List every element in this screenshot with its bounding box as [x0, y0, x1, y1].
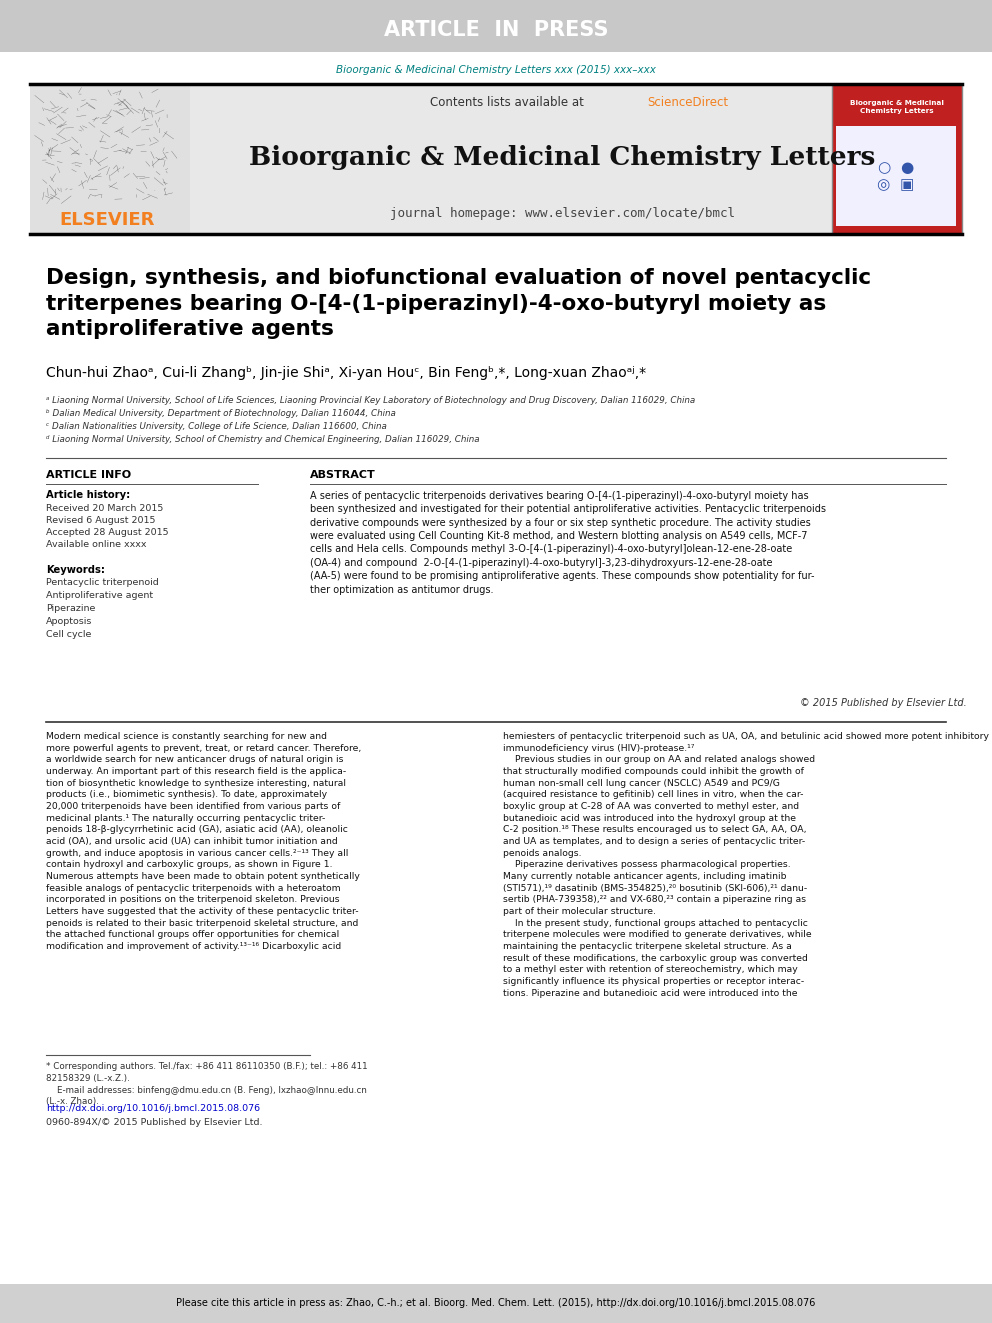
Text: Antiproliferative agent: Antiproliferative agent — [46, 591, 153, 601]
Text: ScienceDirect: ScienceDirect — [647, 97, 728, 110]
FancyBboxPatch shape — [30, 83, 962, 234]
Text: ᶜ Dalian Nationalities University, College of Life Science, Dalian 116600, China: ᶜ Dalian Nationalities University, Colle… — [46, 422, 387, 431]
Text: Cell cycle: Cell cycle — [46, 630, 91, 639]
Text: ○  ●
◎  ▣: ○ ● ◎ ▣ — [877, 160, 915, 192]
Text: ᵈ Liaoning Normal University, School of Chemistry and Chemical Engineering, Dali: ᵈ Liaoning Normal University, School of … — [46, 435, 479, 445]
Text: © 2015 Published by Elsevier Ltd.: © 2015 Published by Elsevier Ltd. — [800, 699, 967, 708]
FancyBboxPatch shape — [30, 83, 190, 234]
FancyBboxPatch shape — [836, 126, 956, 226]
Text: A series of pentacyclic triterpenoids derivatives bearing O-[4-(1-piperazinyl)-4: A series of pentacyclic triterpenoids de… — [310, 491, 826, 594]
Text: ᵇ Dalian Medical University, Department of Biotechnology, Dalian 116044, China: ᵇ Dalian Medical University, Department … — [46, 409, 396, 418]
Text: Modern medical science is constantly searching for new and
more powerful agents : Modern medical science is constantly sea… — [46, 732, 361, 951]
Text: Bioorganic & Medicinal Chemistry Letters xxx (2015) xxx–xxx: Bioorganic & Medicinal Chemistry Letters… — [336, 65, 656, 75]
Text: Accepted 28 August 2015: Accepted 28 August 2015 — [46, 528, 169, 537]
Text: Bioorganic & Medicinal
Chemistry Letters: Bioorganic & Medicinal Chemistry Letters — [850, 101, 944, 114]
Text: Received 20 March 2015: Received 20 March 2015 — [46, 504, 164, 513]
Text: Design, synthesis, and biofunctional evaluation of novel pentacyclic
triterpenes: Design, synthesis, and biofunctional eva… — [46, 269, 871, 339]
Text: * Corresponding authors. Tel./fax: +86 411 86110350 (B.F.); tel.: +86 411
821583: * Corresponding authors. Tel./fax: +86 4… — [46, 1062, 368, 1106]
FancyBboxPatch shape — [0, 1285, 992, 1323]
Text: Piperazine: Piperazine — [46, 605, 95, 613]
Text: Pentacyclic triterpenoid: Pentacyclic triterpenoid — [46, 578, 159, 587]
Text: Chun-hui Zhaoᵃ, Cui-li Zhangᵇ, Jin-jie Shiᵃ, Xi-yan Houᶜ, Bin Fengᵇ,*, Long-xuan: Chun-hui Zhaoᵃ, Cui-li Zhangᵇ, Jin-jie S… — [46, 366, 646, 380]
Text: Revised 6 August 2015: Revised 6 August 2015 — [46, 516, 156, 525]
Text: Please cite this article in press as: Zhao, C.-h.; et al. Bioorg. Med. Chem. Let: Please cite this article in press as: Zh… — [177, 1298, 815, 1308]
Text: ARTICLE  IN  PRESS: ARTICLE IN PRESS — [384, 20, 608, 40]
Text: Bioorganic & Medicinal Chemistry Letters: Bioorganic & Medicinal Chemistry Letters — [249, 146, 875, 171]
Text: ᵃ Liaoning Normal University, School of Life Sciences, Liaoning Provincial Key L: ᵃ Liaoning Normal University, School of … — [46, 396, 695, 405]
Text: 0960-894X/© 2015 Published by Elsevier Ltd.: 0960-894X/© 2015 Published by Elsevier L… — [46, 1118, 263, 1127]
Text: ELSEVIER: ELSEVIER — [60, 210, 155, 229]
Text: http://dx.doi.org/10.1016/j.bmcl.2015.08.076: http://dx.doi.org/10.1016/j.bmcl.2015.08… — [46, 1103, 260, 1113]
Text: hemiesters of pentacyclic triterpenoid such as UA, OA, and betulinic acid showed: hemiesters of pentacyclic triterpenoid s… — [503, 732, 992, 998]
FancyBboxPatch shape — [832, 83, 962, 234]
Text: Keywords:: Keywords: — [46, 565, 105, 576]
Text: ARTICLE INFO: ARTICLE INFO — [46, 470, 131, 480]
FancyBboxPatch shape — [0, 0, 992, 52]
Text: Article history:: Article history: — [46, 490, 130, 500]
Text: Available online xxxx: Available online xxxx — [46, 540, 147, 549]
Text: Apoptosis: Apoptosis — [46, 617, 92, 626]
Text: Contents lists available at: Contents lists available at — [430, 97, 587, 110]
Text: journal homepage: www.elsevier.com/locate/bmcl: journal homepage: www.elsevier.com/locat… — [390, 206, 734, 220]
Text: ABSTRACT: ABSTRACT — [310, 470, 376, 480]
